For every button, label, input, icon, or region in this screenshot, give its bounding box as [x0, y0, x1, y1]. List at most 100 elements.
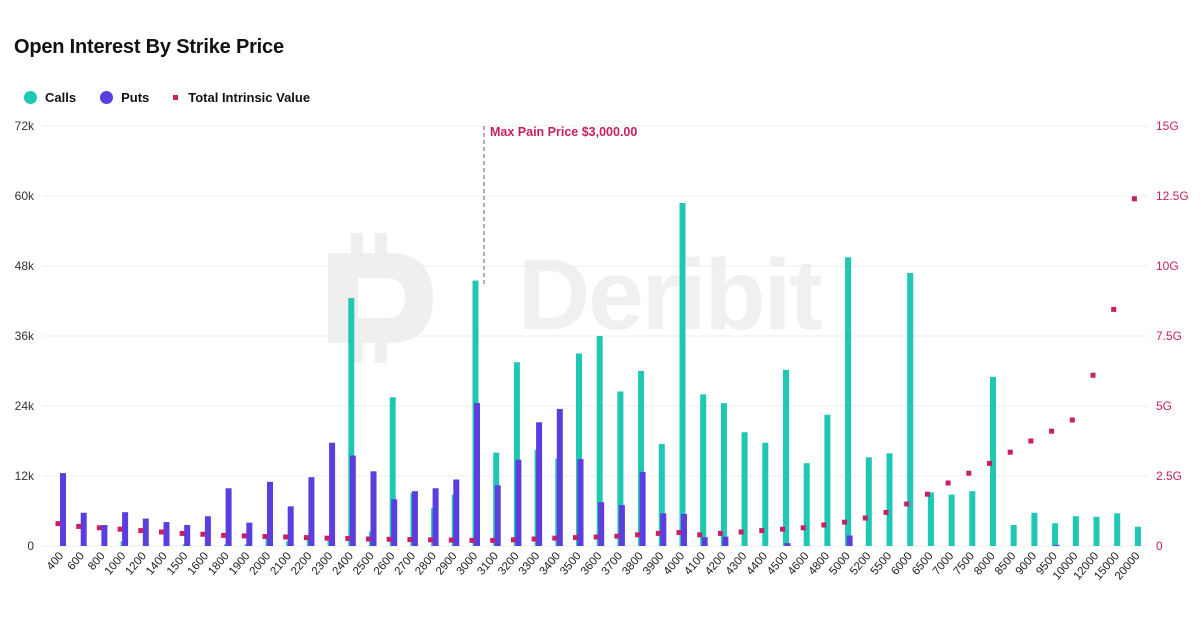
x-tick-label: 3300 — [517, 550, 543, 577]
puts-bar — [722, 536, 729, 546]
intrinsic-point — [448, 537, 454, 543]
calls-bar — [783, 369, 789, 546]
puts-bar — [246, 522, 253, 546]
y2-tick-label: 12.5G — [1156, 189, 1189, 203]
intrinsic-swatch-icon — [173, 95, 179, 100]
x-tick-label: 7000 — [931, 550, 957, 577]
x-tick-label: 7500 — [951, 550, 977, 577]
x-tick-label: 5000 — [827, 550, 853, 577]
x-tick-label: 5500 — [869, 550, 895, 577]
x-tick-label: 3100 — [475, 550, 501, 577]
legend-calls-label: Calls — [45, 90, 77, 105]
x-tick-label: 4100 — [682, 550, 708, 577]
puts-bar — [225, 488, 232, 546]
puts-bar — [618, 505, 625, 546]
intrinsic-point — [366, 536, 371, 542]
calls-bar — [969, 491, 976, 546]
x-tick-label: 8500 — [993, 550, 1019, 577]
intrinsic-point — [1069, 417, 1075, 423]
calls-bar — [1093, 516, 1100, 546]
intrinsic-point — [987, 460, 992, 466]
x-tick-label: 600 — [65, 550, 87, 572]
x-tick-label: 3600 — [579, 550, 605, 577]
intrinsic-point — [862, 515, 868, 521]
puts-bar — [60, 473, 66, 546]
intrinsic-point — [780, 526, 785, 532]
puts-bar — [681, 513, 687, 546]
x-tick-label: 4000 — [662, 550, 688, 577]
intrinsic-point — [800, 525, 806, 531]
puts-bar — [639, 471, 646, 546]
x-tick-label: 4400 — [744, 550, 770, 577]
puts-bar — [308, 477, 315, 546]
intrinsic-point — [241, 533, 247, 539]
intrinsic-point — [821, 522, 827, 528]
calls-bar — [845, 257, 852, 546]
watermark-text: Deribit — [518, 239, 823, 351]
intrinsic-point — [283, 534, 289, 540]
x-tick-label: 8000 — [972, 550, 998, 577]
x-tick-label: 1900 — [227, 550, 253, 577]
legend-item-intrinsic[interactable]: Total Intrinsic Value — [173, 90, 310, 105]
intrinsic-point — [614, 533, 620, 539]
x-tick-label: 1000 — [103, 550, 129, 577]
legend-puts-label: Puts — [121, 90, 150, 105]
calls-bar — [1114, 513, 1121, 546]
intrinsic-point — [966, 470, 972, 476]
puts-bar — [556, 408, 563, 546]
chart-title: Open Interest By Strike Price — [14, 36, 284, 58]
intrinsic-point — [96, 525, 102, 531]
puts-bar — [494, 485, 501, 546]
puts-bar — [101, 525, 108, 546]
intrinsic-point — [738, 529, 744, 535]
calls-bar — [927, 492, 934, 546]
intrinsic-point — [676, 530, 682, 536]
intrinsic-point — [159, 529, 164, 535]
calls-swatch-icon — [24, 91, 37, 104]
x-tick-label: 2500 — [351, 550, 377, 577]
x-tick-label: 3000 — [455, 550, 481, 577]
puts-bar — [784, 543, 791, 546]
calls-bar — [1052, 523, 1059, 546]
legend-item-calls[interactable]: Calls — [24, 90, 76, 105]
intrinsic-point — [200, 531, 206, 537]
x-tick-label: 1500 — [165, 550, 191, 577]
intrinsic-point — [655, 530, 661, 536]
intrinsic-point — [883, 509, 889, 515]
x-tick-label: 2400 — [330, 550, 356, 577]
x-tick-label: 1400 — [144, 550, 170, 577]
intrinsic-point — [924, 491, 930, 497]
x-tick-label: 4300 — [724, 550, 750, 577]
x-tick-label: 400 — [45, 550, 67, 572]
y-tick-label: 12k — [15, 469, 35, 483]
legend-item-puts[interactable]: Puts — [100, 90, 149, 105]
intrinsic-point — [303, 535, 309, 541]
x-tick-label: 3900 — [641, 550, 667, 577]
calls-bar — [741, 432, 748, 546]
calls-bar — [824, 414, 831, 546]
puts-bar — [411, 491, 418, 546]
intrinsic-point — [759, 528, 765, 534]
puts-bar — [577, 459, 584, 546]
intrinsic-point — [469, 537, 475, 543]
calls-bar — [513, 362, 520, 546]
legend-intrinsic-label: Total Intrinsic Value — [188, 90, 311, 105]
y2-tick-label: 0 — [1156, 539, 1163, 553]
calls-bar — [865, 457, 872, 546]
legend: Calls Puts Total Intrinsic Value — [24, 90, 334, 105]
y-tick-label: 0 — [27, 539, 34, 553]
intrinsic-point — [552, 535, 558, 541]
puts-bar — [1053, 544, 1060, 546]
intrinsic-point — [138, 528, 144, 534]
calls-bar — [907, 273, 914, 546]
x-tick-label: 9000 — [1014, 550, 1040, 577]
intrinsic-point — [904, 501, 910, 507]
puts-bar — [122, 512, 129, 546]
x-tick-label: 6500 — [910, 550, 936, 577]
puts-bar — [432, 488, 439, 546]
y2-tick-label: 2.5G — [1156, 469, 1182, 483]
intrinsic-point — [386, 536, 392, 542]
puts-swatch-icon — [100, 91, 114, 104]
intrinsic-point — [345, 535, 351, 541]
